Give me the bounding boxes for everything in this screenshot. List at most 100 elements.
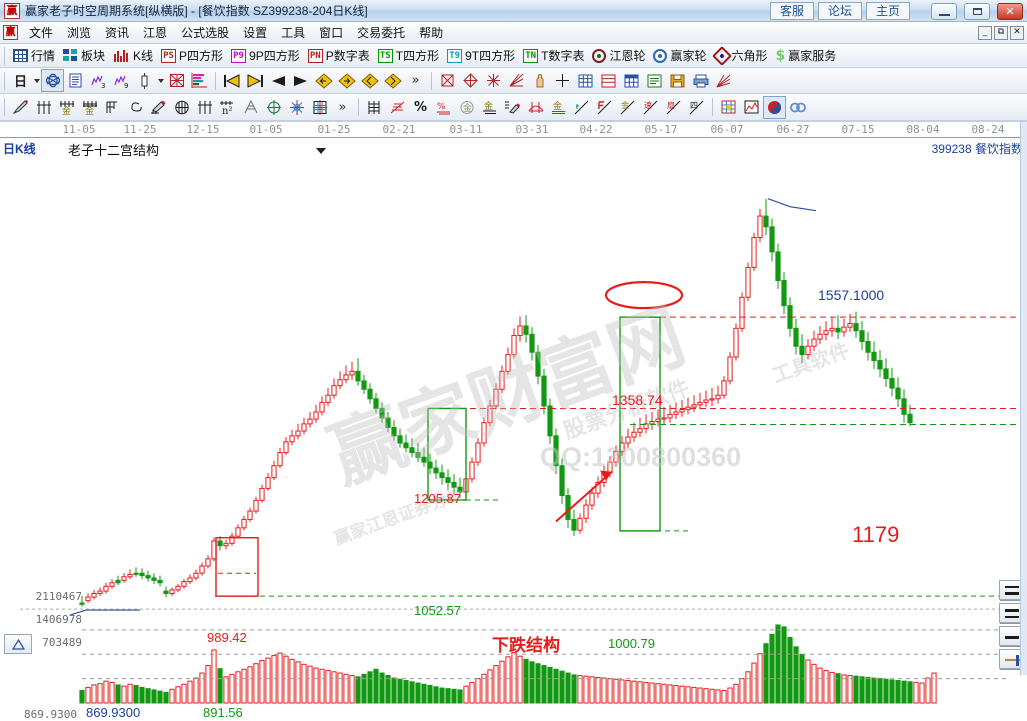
histogram-button[interactable] — [189, 70, 210, 91]
f-angle-button[interactable] — [594, 97, 615, 118]
fan-angle-button[interactable]: 扇 — [663, 97, 684, 118]
menu-item-gann[interactable]: 江恩 — [143, 26, 168, 40]
hash-lines-button[interactable] — [194, 97, 215, 118]
tool-quotes[interactable]: 行情 — [9, 46, 59, 66]
customer-service-link[interactable]: 客服 — [770, 2, 814, 20]
chevron-down-icon[interactable] — [316, 148, 326, 154]
mdi-minimize-button[interactable]: _ — [978, 26, 992, 40]
first-page-button[interactable] — [221, 70, 242, 91]
menu-item-formula[interactable]: 公式选股 — [181, 26, 230, 40]
target-button[interactable] — [263, 97, 284, 118]
maximize-button[interactable] — [964, 2, 990, 20]
gold-angle-button[interactable]: 金 — [617, 97, 638, 118]
mdi-close-button[interactable]: ✕ — [1010, 26, 1024, 40]
close-button[interactable]: ✕ — [997, 2, 1023, 20]
period-dropdown-caret-icon[interactable] — [32, 70, 41, 91]
spiral-button[interactable] — [125, 97, 146, 118]
prev-button[interactable] — [267, 70, 288, 91]
candle-dropdown-caret-icon[interactable] — [156, 70, 165, 91]
j-angle-button[interactable] — [571, 97, 592, 118]
menu-item-settings[interactable]: 设置 — [243, 26, 268, 40]
n-squared-button[interactable]: n² — [217, 97, 238, 118]
shift-right-button[interactable] — [382, 70, 403, 91]
period-day-button[interactable]: 日 — [10, 70, 31, 91]
tool-winner-wheel[interactable]: 赢家轮 — [649, 46, 710, 66]
chart-area[interactable]: 11-05 11-25 12-15 01-05 01-25 02-21 03-1… — [0, 121, 1027, 721]
gold-cycle-2-button[interactable]: 金 — [79, 97, 100, 118]
pen-lines-button[interactable] — [148, 97, 169, 118]
taiji-button[interactable] — [763, 95, 786, 119]
memo-button[interactable] — [644, 70, 665, 91]
hand-tool-button[interactable] — [529, 70, 550, 91]
paint-button[interactable] — [502, 97, 523, 118]
menu-item-trade[interactable]: 交易委托 — [357, 26, 406, 40]
tool-winner-service[interactable]: $ 赢家服务 — [772, 46, 841, 66]
infinity-button[interactable] — [787, 97, 808, 118]
tool-p-number-table[interactable]: PN P数字表 — [304, 46, 374, 66]
grid-button[interactable] — [575, 70, 596, 91]
tool-9t-square[interactable]: T9 9T四方形 — [443, 46, 519, 66]
gann-fan-button[interactable] — [713, 70, 734, 91]
tool-blocks[interactable]: 板块 — [59, 46, 109, 66]
angle-lines-button[interactable] — [240, 97, 261, 118]
f-lines-button[interactable] — [102, 97, 123, 118]
cycle-lines-button[interactable] — [33, 97, 54, 118]
indicator-triangle-button[interactable] — [4, 634, 32, 654]
formula-button[interactable] — [41, 69, 64, 92]
single-candle-button[interactable] — [134, 70, 155, 91]
grid-target-button[interactable] — [309, 97, 330, 118]
menu-item-news[interactable]: 资讯 — [105, 26, 130, 40]
more-2-button[interactable]: » — [332, 97, 353, 118]
arc-button[interactable] — [525, 97, 546, 118]
crosshair-button[interactable] — [552, 70, 573, 91]
more-1-button[interactable]: » — [405, 70, 426, 91]
cycle-fan-button[interactable] — [506, 70, 527, 91]
forum-link[interactable]: 论坛 — [818, 2, 862, 20]
mdi-restore-button[interactable]: ⧉ — [994, 26, 1008, 40]
tool-t-square[interactable]: TS T四方形 — [374, 46, 443, 66]
tool-gann-wheel[interactable]: 江恩轮 — [588, 46, 649, 66]
next-button[interactable] — [290, 70, 311, 91]
gold-ratio-button[interactable]: 金 — [548, 97, 569, 118]
line-chart-button[interactable] — [741, 97, 762, 118]
gold-circle-button[interactable]: 金 — [456, 97, 477, 118]
tool-kline[interactable]: K线 — [109, 46, 157, 66]
homepage-link[interactable]: 主页 — [866, 2, 910, 20]
minimize-button[interactable] — [931, 2, 957, 20]
layout-grid-button[interactable] — [718, 97, 739, 118]
starburst-button[interactable] — [286, 97, 307, 118]
percent-button[interactable]: % — [410, 97, 431, 118]
price-chart-canvas[interactable] — [0, 155, 1027, 708]
cycle-star-button[interactable] — [483, 70, 504, 91]
calendar-button[interactable] — [621, 70, 642, 91]
last-page-button[interactable] — [244, 70, 265, 91]
percent-lines-button[interactable]: % — [433, 97, 454, 118]
gold-cycle-1-button[interactable]: 金 — [56, 97, 77, 118]
zoom-out-button[interactable] — [313, 70, 334, 91]
print-button[interactable] — [690, 70, 711, 91]
menu-item-tools[interactable]: 工具 — [281, 26, 306, 40]
circle-lines-button[interactable] — [171, 97, 192, 118]
zoom-in-button[interactable] — [336, 70, 357, 91]
scale-slider[interactable] — [999, 649, 1025, 669]
subwave9-button[interactable]: 9 — [111, 70, 132, 91]
cycle-square-button[interactable] — [437, 70, 458, 91]
cycle-diamond-button[interactable] — [460, 70, 481, 91]
menu-item-file[interactable]: 文件 — [29, 26, 54, 40]
tool-hexagon[interactable]: 六角形 — [711, 45, 772, 66]
percent-fib-button[interactable] — [387, 97, 408, 118]
report-button[interactable] — [65, 70, 86, 91]
tool-9p-square[interactable]: P9 9P四方形 — [227, 46, 304, 66]
save-button[interactable] — [667, 70, 688, 91]
pen-tool-button[interactable] — [10, 97, 31, 118]
pattern-button[interactable] — [166, 70, 187, 91]
shift-left-button[interactable] — [359, 70, 380, 91]
menu-item-window[interactable]: 窗口 — [319, 26, 344, 40]
tool-p-square[interactable]: PS P四方形 — [157, 46, 227, 66]
tool-t-number-table[interactable]: TN T数字表 — [519, 46, 588, 66]
ladder-button[interactable] — [364, 97, 385, 118]
gold-lines-button[interactable]: 金 — [479, 97, 500, 118]
speed-angle-button[interactable]: 速 — [640, 97, 661, 118]
scale-reset-button[interactable] — [999, 626, 1025, 646]
four-angle-button[interactable]: 四 — [686, 97, 707, 118]
